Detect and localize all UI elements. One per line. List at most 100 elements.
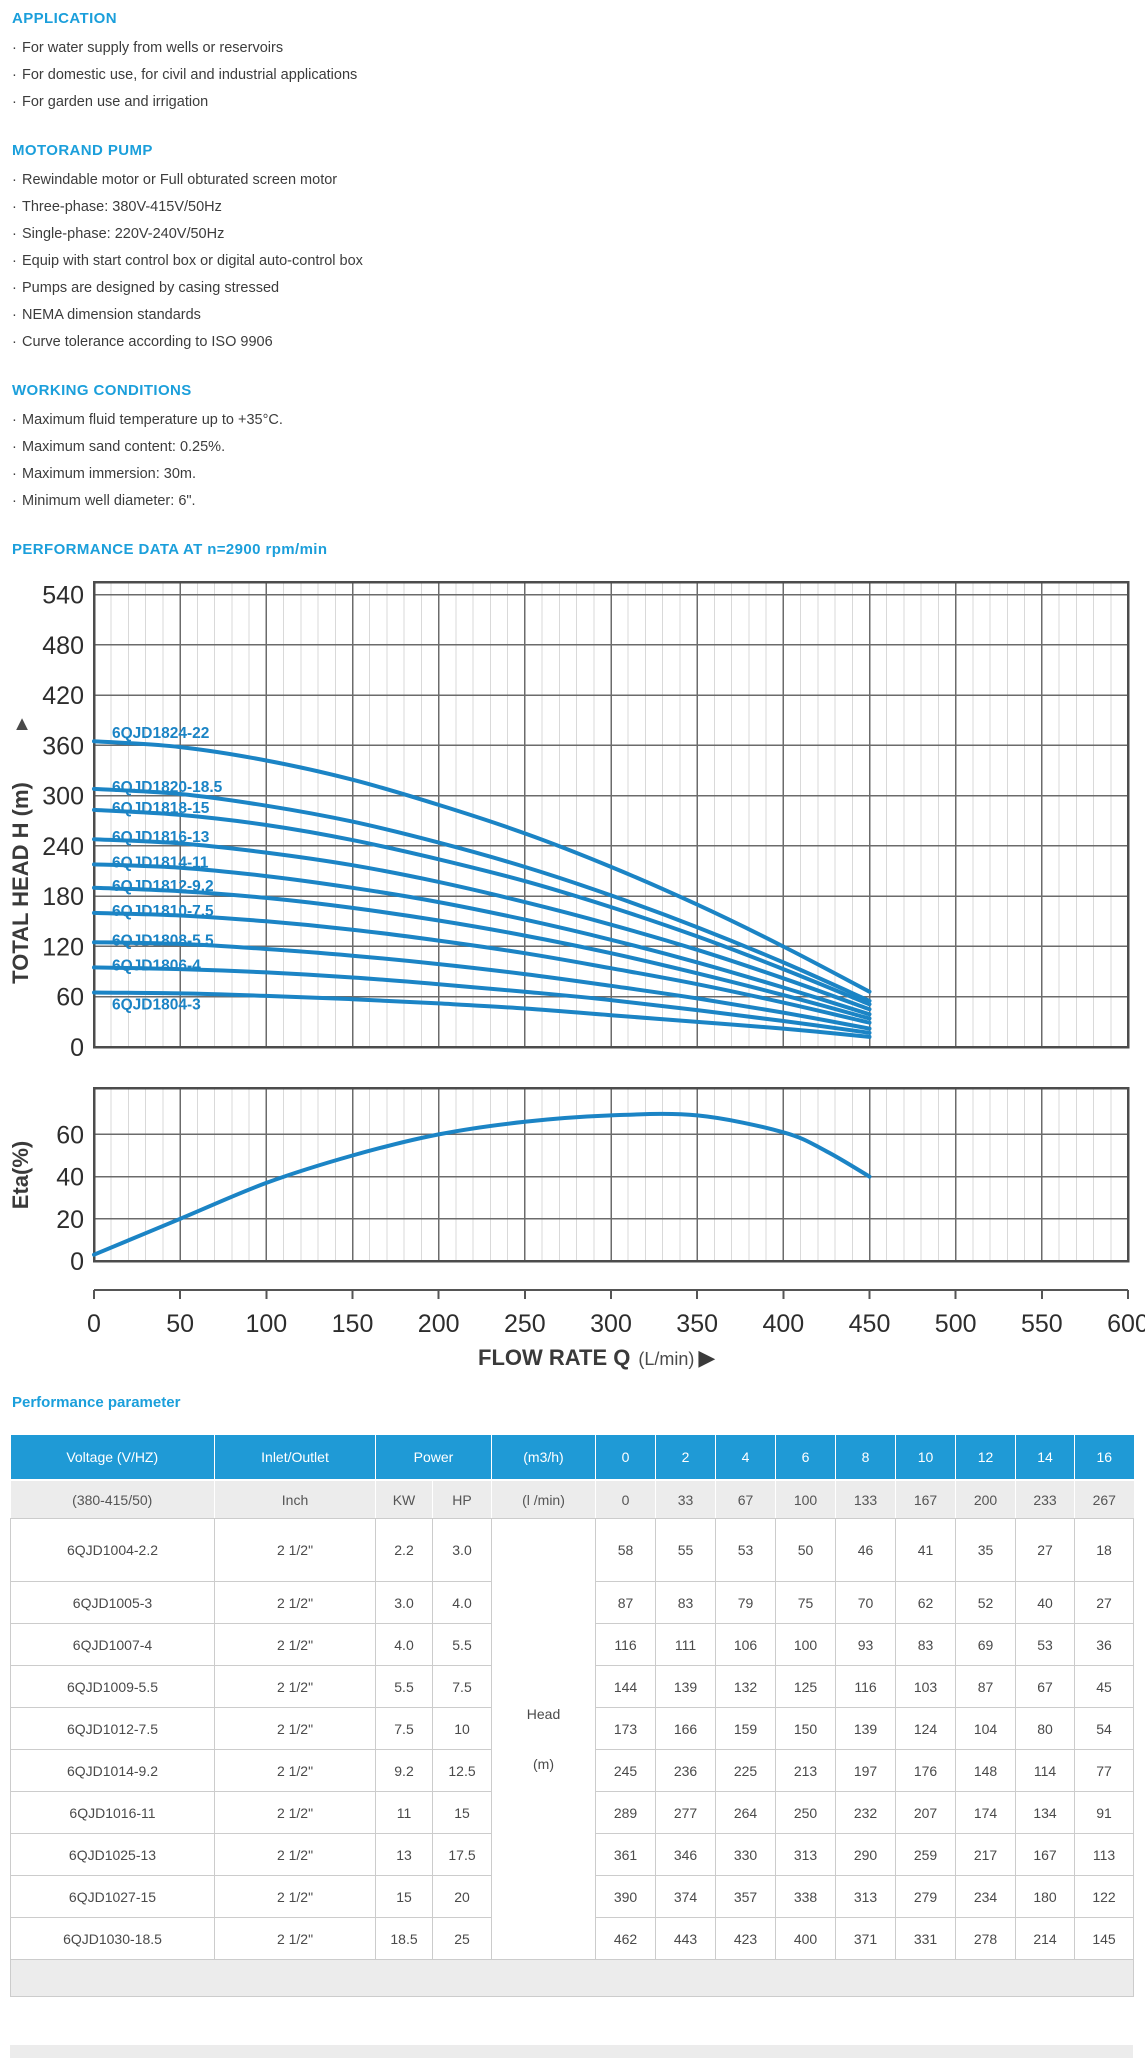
eta-curve (92, 1111, 872, 1257)
head-value-cell: 35 (955, 1518, 1016, 1582)
svg-text:50: 50 (166, 1310, 194, 1338)
svg-text:0: 0 (70, 1034, 84, 1062)
table-footer-cell (10, 1959, 1134, 1997)
head-value-cell: 264 (715, 1791, 776, 1834)
curve-label: 6QJD1816-13 (112, 829, 210, 846)
head-value-cell: 67 (1015, 1665, 1075, 1708)
svg-text:200: 200 (418, 1310, 460, 1338)
head-value-cell: 125 (775, 1665, 836, 1708)
head-value-cell: 150 (775, 1707, 836, 1750)
bullet-icon: · (12, 334, 17, 350)
head-value-cell: 116 (835, 1665, 896, 1708)
head-value-cell: 53 (715, 1518, 776, 1582)
head-value-cell: 443 (655, 1917, 716, 1960)
head-value-cell: 132 (715, 1665, 776, 1708)
head-value-cell: 145 (1074, 1917, 1134, 1960)
kw-cell: 5.5 (375, 1665, 433, 1708)
bottom-strip (10, 2045, 1133, 2058)
head-value-cell: 41 (895, 1518, 956, 1582)
table-subheader-cell: HP (432, 1479, 492, 1519)
hp-cell: 4.0 (432, 1581, 492, 1624)
table-subheader-cell: 33 (655, 1479, 716, 1519)
inlet-cell: 2 1/2" (214, 1665, 376, 1708)
curve-label: 6QJD1806-4 (112, 957, 201, 974)
head-value-cell: 338 (775, 1875, 836, 1918)
x-axis-title: FLOW RATE Q (L/min) ▶ (478, 1345, 715, 1370)
model-cell: 6QJD1005-3 (10, 1581, 215, 1624)
head-value-cell: 250 (775, 1791, 836, 1834)
table-row: 6QJD1016-11 2 1/2" 11 15 289 277 264 250 232 207 1… (10, 1791, 1134, 1834)
head-value-cell: 93 (835, 1623, 896, 1666)
bullet-item: · Single-phase: 220V-240V/50Hz (12, 225, 1145, 243)
performance-chart: 0 60 120 180 240 300 360 420 480 540 0 20 40 60 ▲ TOTAL… (0, 570, 1145, 1380)
head-value-cell: 217 (955, 1833, 1016, 1876)
head-value-cell: 122 (1074, 1875, 1134, 1918)
head-value-cell: 103 (895, 1665, 956, 1708)
eta-axis-labels: 0 20 40 60 (56, 1121, 84, 1276)
svg-text:500: 500 (935, 1310, 977, 1338)
head-value-cell: 174 (955, 1791, 1016, 1834)
table-row: 6QJD1005-3 2 1/2" 3.0 4.0 87 83 79 75 70 62 52 40 27 (10, 1581, 1134, 1624)
bullet-text: Maximum fluid temperature up to +35°C. (22, 412, 283, 428)
bullet-icon: · (12, 40, 17, 56)
bullet-item: · For domestic use, for civil and industr… (12, 66, 1145, 84)
pump-curve-labels: 6QJD1824-22 6QJD1820-18.5 6QJD1818-15 6QJD1… (112, 725, 223, 1013)
bullet-icon: · (12, 307, 17, 323)
inlet-cell: 2 1/2" (214, 1518, 376, 1582)
head-value-cell: 331 (895, 1917, 956, 1960)
model-cell: 6QJD1014-9.2 (10, 1749, 215, 1792)
bullet-item: · For garden use and irrigation (12, 93, 1145, 111)
svg-text:40: 40 (56, 1164, 84, 1192)
head-value-cell: 69 (955, 1623, 1016, 1666)
head-value-cell: 279 (895, 1875, 956, 1918)
head-value-cell: 277 (655, 1791, 716, 1834)
bullet-icon: · (12, 67, 17, 83)
head-value-cell: 176 (895, 1749, 956, 1792)
head-value-cell: 62 (895, 1581, 956, 1624)
bullet-icon: · (12, 466, 17, 482)
head-value-cell: 148 (955, 1749, 1016, 1792)
table-header-cell: 6 (775, 1435, 836, 1480)
model-cell: 6QJD1027-15 (10, 1875, 215, 1918)
section-title: WORKING CONDITIONS (12, 382, 192, 399)
head-value-cell: 232 (835, 1791, 896, 1834)
curve-label: 6QJD1804-3 (112, 997, 201, 1014)
head-value-cell: 116 (595, 1623, 656, 1666)
head-unit-line1: Head (526, 1706, 561, 1722)
bullet-icon: · (12, 412, 17, 428)
head-value-cell: 91 (1074, 1791, 1134, 1834)
head-value-cell: 159 (715, 1707, 776, 1750)
pump-curve (92, 910, 872, 1025)
kw-cell: 4.0 (375, 1623, 433, 1666)
head-unit-line2: (m) (533, 1756, 554, 1772)
head-value-cell: 167 (1015, 1833, 1075, 1876)
svg-text:550: 550 (1021, 1310, 1063, 1338)
svg-text:150: 150 (332, 1310, 374, 1338)
table-header-cell: 12 (955, 1435, 1016, 1480)
bullet-icon: · (12, 172, 17, 188)
kw-cell: 13 (375, 1833, 433, 1876)
head-value-cell: 390 (595, 1875, 656, 1918)
head-value-cell: 374 (655, 1875, 716, 1918)
hp-cell: 15 (432, 1791, 492, 1834)
performance-table: Voltage (V/HZ) Inlet/Outlet Power (m3/h) 0 2 4… (10, 1435, 1134, 1997)
table-header-cell: Voltage (V/HZ) (10, 1435, 215, 1480)
right-arrow-icon: ▶ (698, 1345, 715, 1370)
head-value-cell: 104 (955, 1707, 1016, 1750)
head-value-cell: 80 (1015, 1707, 1075, 1750)
svg-text:400: 400 (762, 1310, 804, 1338)
table-row: 6QJD1012-7.5 2 1/2" 7.5 10 173 166 159 150 139 12… (10, 1707, 1134, 1750)
bullet-item: · Pumps are designed by casing stressed (12, 279, 1145, 297)
bullet-text: For garden use and irrigation (22, 94, 209, 110)
bullet-item: · Three-phase: 380V-415V/50Hz (12, 198, 1145, 216)
svg-text:360: 360 (42, 732, 84, 760)
kw-cell: 2.2 (375, 1518, 433, 1582)
x-axis-labels: 0 50 100 150 200 250 300 350 400 450 500 550 600 (87, 1310, 1145, 1338)
head-value-cell: 361 (595, 1833, 656, 1876)
head-unit-cell: Head (m) (491, 1518, 596, 1960)
head-value-cell: 357 (715, 1875, 776, 1918)
bullet-text: For domestic use, for civil and industri… (22, 67, 358, 83)
hp-cell: 7.5 (432, 1665, 492, 1708)
bullet-icon: · (12, 94, 17, 110)
table-subheader-row: (380-415/50) Inch KW HP (l /min) 0 33 67 100 133 1… (10, 1479, 1134, 1519)
